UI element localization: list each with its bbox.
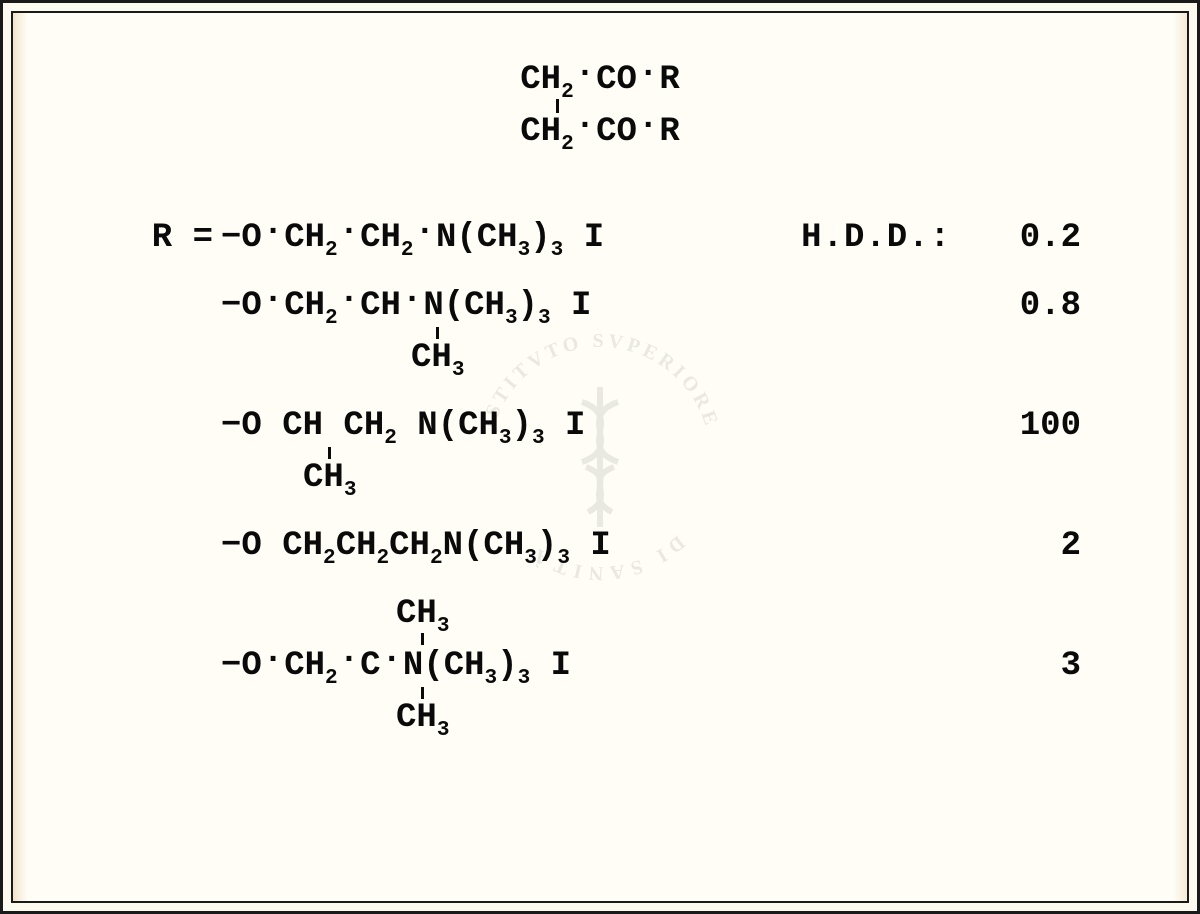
formula-cell: −O CH CH2 N(CH3)3 I CH3 [221,407,781,445]
branch-below: CH3 [303,445,356,495]
branch-label: CH3 [396,699,449,737]
frame-inner: ISTITVTO SVPERIORE DI SANITÀ CH2·CO·R [11,11,1189,903]
bond-line-icon [556,99,559,113]
formula-cell: −O CH2CH2CH2N(CH3)3 I [221,527,781,565]
formula-text: −O·CH2·CH·N(CH3)3 I [221,287,591,325]
hdd-value: 3 [951,647,1081,685]
branch-label: CH3 [303,459,356,497]
bond-line-icon [328,447,331,459]
table-row: −O CH CH2 N(CH3)3 I CH3 100 [83,407,1117,497]
aging-stain-right [1173,13,1187,901]
branch-above: CH3 [396,597,449,647]
hdd-value: 0.2 [951,219,1081,257]
table-row: CH3 −O·CH2·C·N(CH3)3 I CH3 3 [83,595,1117,737]
formula-text: −O·CH2·C·N(CH3)3 I [221,647,571,685]
formula-cell: −O·CH2·CH2·N(CH3)3 I [221,219,781,257]
bond-line-icon [421,687,424,699]
formula-text: −O·CH2·CH2·N(CH3)3 I [221,219,604,257]
bond-line-icon [436,327,439,339]
header-line-2: CH2·CO·R [520,113,680,151]
header-formula: CH2·CO·R CH2·CO·R [83,63,1117,149]
formula-cell: CH3 −O·CH2·C·N(CH3)3 I CH3 [221,647,781,685]
bond-line-icon [421,633,424,645]
aging-stain-left [13,13,27,901]
branch-label: CH3 [396,595,449,633]
table-row: R = −O·CH2·CH2·N(CH3)3 I H.D.D.: 0.2 [83,219,1117,257]
hdd-value: 2 [951,527,1081,565]
data-rows: R = −O·CH2·CH2·N(CH3)3 I H.D.D.: 0.2 −O·… [83,219,1117,737]
frame-outer: ISTITVTO SVPERIORE DI SANITÀ CH2·CO·R [0,0,1200,914]
formula-cell: −O·CH2·CH·N(CH3)3 I CH3 [221,287,781,325]
table-row: −O CH2CH2CH2N(CH3)3 I 2 [83,527,1117,565]
hdd-value: 100 [951,407,1081,445]
hdd-label: H.D.D.: [781,219,951,257]
hdd-value: 0.8 [951,287,1081,325]
r-equals-label: R = [83,219,221,257]
header-line-1: CH2·CO·R [520,61,680,99]
formula-text: −O CH CH2 N(CH3)3 I [221,407,585,445]
branch-below: CH3 [411,325,464,375]
branch-below: CH3 [396,685,449,735]
branch-label: CH3 [411,339,464,377]
table-row: −O·CH2·CH·N(CH3)3 I CH3 0.8 [83,287,1117,377]
formula-text: −O CH2CH2CH2N(CH3)3 I [221,527,611,565]
